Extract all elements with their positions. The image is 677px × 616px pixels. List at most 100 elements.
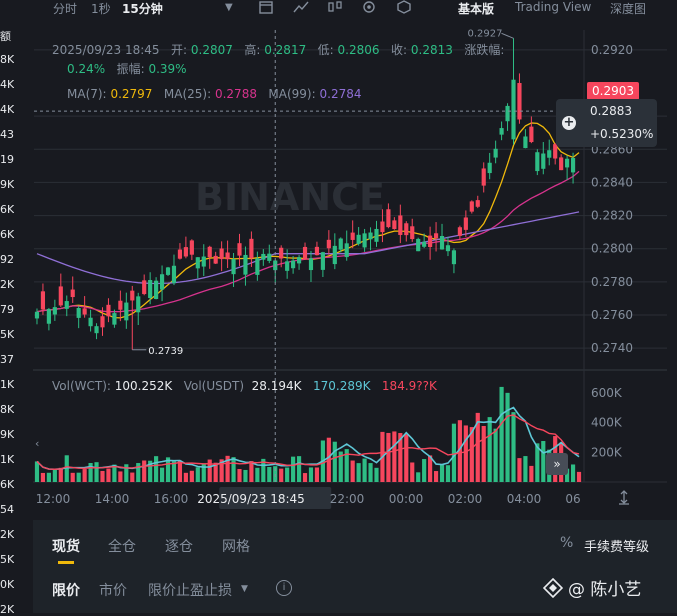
order-panel: 现货 全仓 逐仓 网格 % 手续费等级 限价 市价 限价止盈止损 ▼ i @ 陈… <box>33 520 677 613</box>
candle-body <box>82 308 87 315</box>
candle-body <box>207 246 212 258</box>
order-type-market[interactable]: 市价 <box>99 583 127 599</box>
info-icon[interactable]: i <box>276 580 292 596</box>
time-axis-label: 14:00 <box>95 492 130 506</box>
time-button[interactable]: 分时 <box>53 2 78 16</box>
volume-bar <box>511 412 516 482</box>
candle-body <box>46 308 51 324</box>
candle-body <box>332 245 337 265</box>
candle-body <box>505 105 510 122</box>
volume-bar <box>416 472 421 482</box>
orderbook-strip-value: 1K <box>0 453 14 466</box>
orderbook-strip-value: 8K <box>0 403 14 416</box>
candle-body <box>356 234 361 244</box>
candle-body <box>255 258 260 275</box>
settings-icon[interactable] <box>362 0 377 17</box>
candle-body <box>433 233 439 239</box>
candle-body <box>195 257 200 269</box>
crosshair-price-box[interactable]: + 0.2883 +0.5230% <box>556 99 657 147</box>
candle-body <box>189 240 194 255</box>
candle-body <box>445 245 451 252</box>
basic-view-tab[interactable]: 基本版 <box>458 2 495 16</box>
orderbook-strip-value: 79 <box>0 303 14 316</box>
indicator-icon[interactable] <box>293 0 309 17</box>
vol-usdt-value: 28.194K <box>251 379 302 393</box>
ma7-value: 0.2797 <box>110 87 153 101</box>
candle-body <box>231 259 236 275</box>
interval-dropdown-icon[interactable]: ▼ <box>225 2 233 13</box>
fee-level-link[interactable]: 手续费等级 <box>584 540 650 555</box>
volume-bar <box>445 465 451 482</box>
candle-body <box>374 228 379 242</box>
volume-bar <box>142 460 147 482</box>
volume-bar <box>58 467 63 482</box>
active-tab-underline <box>58 561 74 564</box>
orderbook-strip-value: 2K <box>0 603 14 616</box>
candle-body <box>219 248 224 260</box>
depth-chart-tab[interactable]: 深度图 <box>610 2 647 16</box>
volume-bar <box>267 467 272 482</box>
tab-cross-margin[interactable]: 全仓 <box>108 539 136 555</box>
volume-bar <box>285 467 290 482</box>
volume-bar <box>46 472 51 482</box>
candle-body <box>338 238 343 250</box>
interval-1s-button[interactable]: 1秒 <box>91 2 111 16</box>
volume-bar <box>386 432 391 482</box>
hexagon-icon[interactable] <box>397 0 411 17</box>
vol-ma1-value: 170.289K <box>312 379 371 393</box>
volume-bar <box>576 471 582 482</box>
tab-isolated-margin[interactable]: 逐仓 <box>165 539 193 555</box>
volume-bar <box>422 459 427 482</box>
high-label: 高: <box>244 43 261 57</box>
orderbook-strip-value: 5K <box>0 553 14 566</box>
volume-bar <box>302 473 308 482</box>
candle-body <box>34 311 40 319</box>
orderbook-strip-value: 额 <box>0 30 11 43</box>
time-axis-label: 02:00 <box>448 492 483 506</box>
tab-grid[interactable]: 网格 <box>222 539 250 555</box>
orderbook-strip-value: 2K <box>0 528 14 541</box>
candlestick-chart[interactable]: BINANCE 0.29270.27390.29200.28800.28600.… <box>0 0 677 520</box>
current-price-tag: 0.2903 <box>587 82 639 100</box>
volume-bar <box>82 469 87 482</box>
stop-limit-dropdown-icon[interactable]: ▼ <box>241 584 248 594</box>
calendar-icon[interactable] <box>259 0 273 17</box>
interval-15m-button[interactable]: 15分钟 <box>122 2 163 16</box>
ma99-line <box>36 211 580 285</box>
ma25-value: 0.2788 <box>214 87 257 101</box>
auto-scale-icon[interactable] <box>616 489 632 505</box>
volume-bar <box>243 469 248 482</box>
volume-bar <box>499 386 504 482</box>
volume-bar <box>94 462 99 482</box>
volume-bar <box>308 467 314 482</box>
candle-body <box>386 209 391 228</box>
volume-bar <box>523 456 528 482</box>
volume-bar <box>338 451 343 482</box>
volume-bar <box>296 456 302 482</box>
tab-spot[interactable]: 现货 <box>52 539 80 555</box>
orderbook-strip-value: 4K <box>0 78 14 91</box>
volume-bar <box>481 425 486 482</box>
volume-bar <box>52 469 57 482</box>
price-axis-label: 0.2840 <box>591 175 633 189</box>
candle-type-icon[interactable] <box>327 0 343 17</box>
volume-bar <box>517 458 522 482</box>
time-axis-label: 22:00 <box>330 492 365 506</box>
candle-body <box>404 223 409 236</box>
expand-right-icon[interactable]: » <box>546 453 568 475</box>
candle-body <box>523 136 528 149</box>
add-alert-icon[interactable]: + <box>562 115 576 130</box>
volume-bar <box>76 472 81 482</box>
candle-body <box>499 128 504 135</box>
orderbook-strip-value: 1K <box>0 378 14 391</box>
ohlc-legend: 2025/09/23 18:45 开: 0.2807 高: 0.2817 低: … <box>52 41 504 58</box>
tradingview-tab[interactable]: Trading View <box>515 0 592 14</box>
order-type-limit[interactable]: 限价 <box>52 583 80 599</box>
volume-bar <box>261 458 266 482</box>
scroll-left-icon[interactable]: ‹ <box>35 437 40 450</box>
volume-bar <box>350 460 355 482</box>
order-type-stop-limit[interactable]: 限价止盈止损 <box>148 583 232 599</box>
candle-body <box>487 162 492 174</box>
volume-bar <box>255 467 260 482</box>
time-axis-label: 16:00 <box>154 492 189 506</box>
